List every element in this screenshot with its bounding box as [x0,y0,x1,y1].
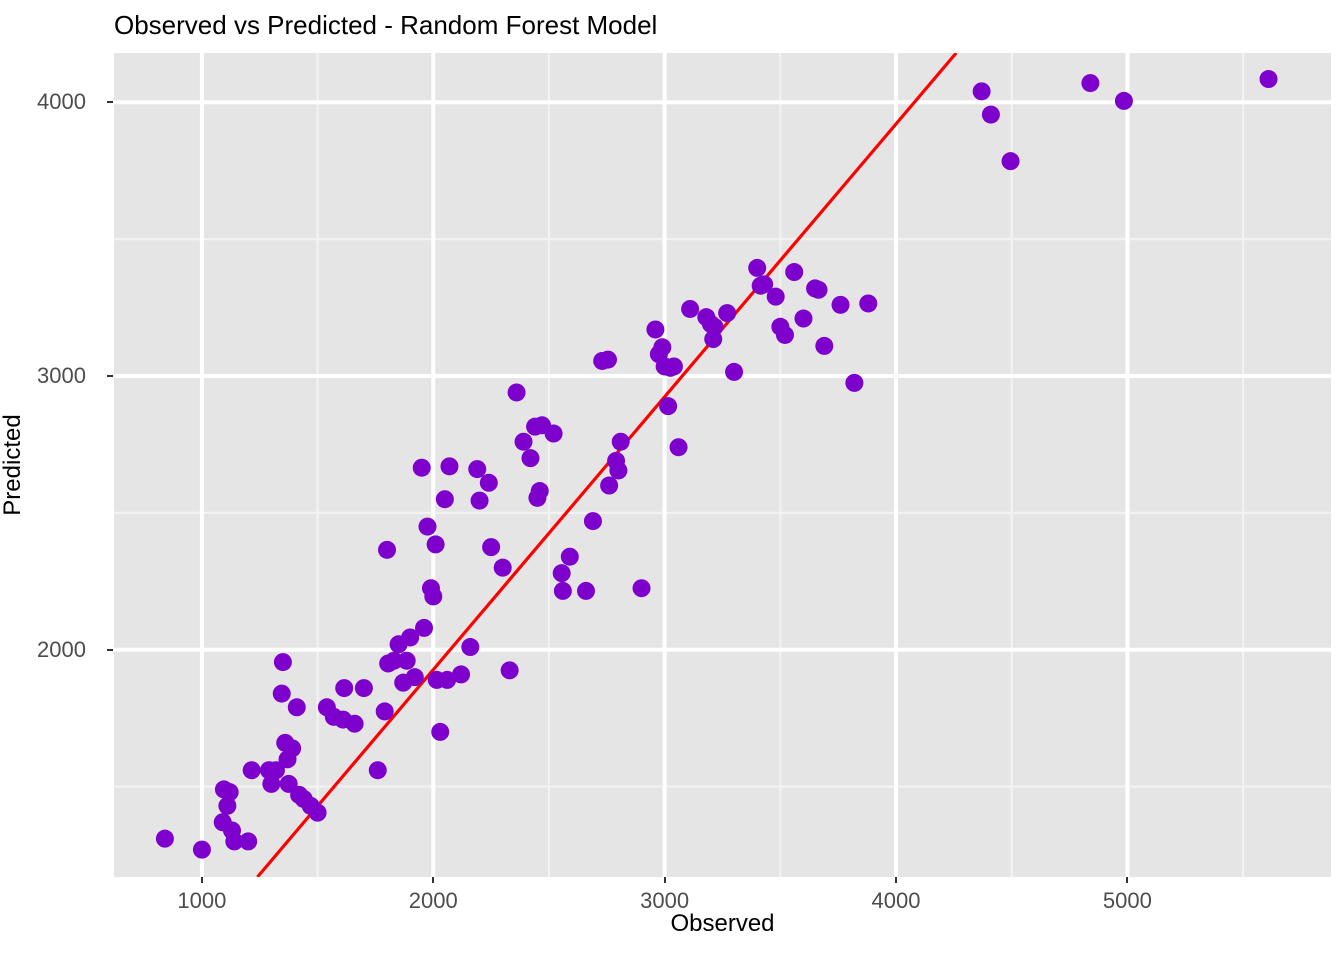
x-tick-label: 3000 [640,888,690,913]
x-tick-mark [1126,877,1129,883]
x-tick-mark [200,877,203,883]
x-tick-label: 2000 [408,888,458,913]
x-tick-label: 1000 [177,888,227,913]
plot-panel [114,53,1331,877]
grid-major-lines [114,53,1331,877]
chart-title: Observed vs Predicted - Random Forest Mo… [114,10,658,40]
plot-canvas [114,53,1331,877]
x-tick-label: 4000 [871,888,921,913]
x-tick-mark [432,877,435,883]
x-axis-title: Observed [670,910,775,937]
identity-reference-line [256,53,958,877]
x-tick-mark [895,877,898,883]
x-tick-mark [663,877,666,883]
y-tick-mark [107,101,113,104]
y-axis-tick-labels: 2000 3000 4000 [0,0,113,960]
scatter-points [155,70,1278,859]
y-tick-label: 3000 [37,363,86,389]
y-tick-label: 2000 [37,636,86,662]
y-tick-mark [107,648,113,651]
y-tick-mark [107,375,113,378]
x-tick-label: 5000 [1102,888,1152,913]
y-tick-label: 4000 [37,89,86,115]
